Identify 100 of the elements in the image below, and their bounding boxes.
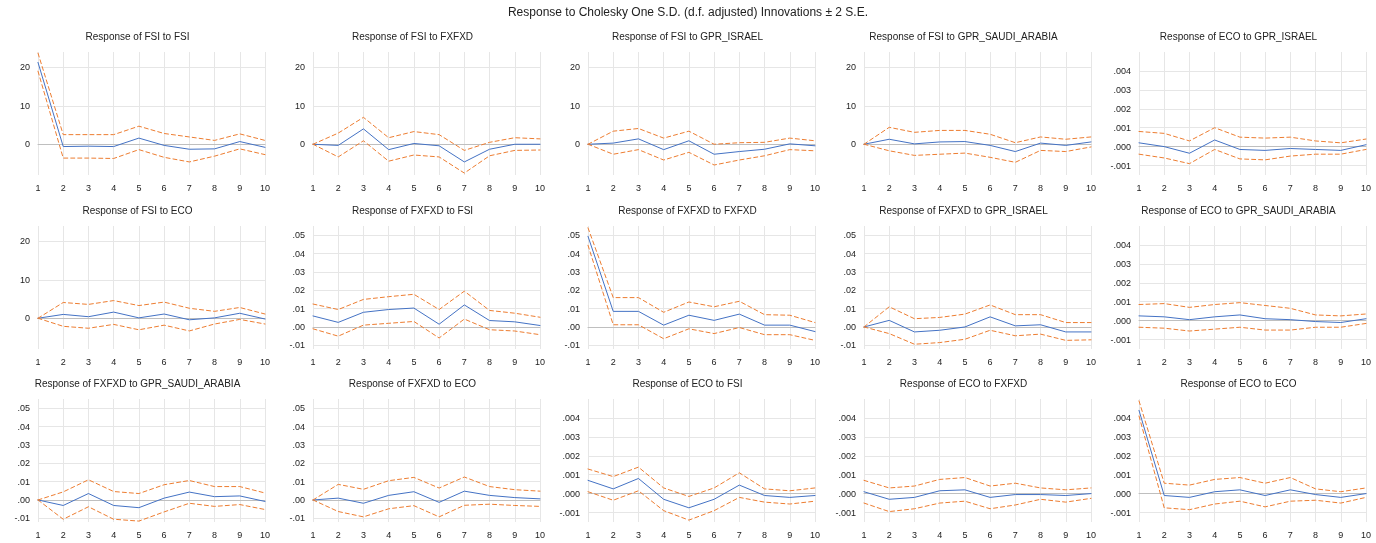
y-tick-label: .02 (567, 284, 581, 295)
y-tick-label: .004 (1113, 412, 1131, 423)
x-tick-label: 3 (1186, 182, 1192, 193)
y-tick-label: .03 (843, 266, 856, 277)
x-tick-label: 8 (212, 356, 218, 366)
x-tick-label: 2 (335, 356, 341, 366)
y-tick-label: .002 (1113, 277, 1131, 288)
x-tick-label: 5 (411, 182, 417, 193)
x-tick-label: 7 (186, 529, 192, 540)
y-tick-label: -.001 (1110, 160, 1131, 171)
y-tick-label: .002 (838, 450, 856, 461)
x-tick-label: 3 (361, 529, 367, 540)
y-tick-label: 0 (24, 139, 30, 150)
y-tick-label: -.01 (289, 513, 306, 524)
x-tick-label: 9 (1062, 182, 1068, 193)
line-series (1138, 322, 1367, 332)
chart-title: Response of FXFXD to ECO (349, 377, 477, 389)
y-tick-label: .00 (843, 321, 856, 332)
line-series (37, 491, 266, 509)
line-series (312, 290, 541, 318)
x-tick-label: 4 (111, 356, 117, 366)
x-tick-label: 6 (161, 182, 167, 193)
line-series (37, 61, 266, 150)
x-tick-label: 3 (636, 182, 642, 193)
x-tick-label: 2 (886, 529, 892, 540)
x-tick-label: 3 (636, 356, 642, 366)
line-series (1138, 301, 1367, 316)
y-tick-label: -.01 (564, 339, 581, 350)
x-tick-label: 7 (462, 529, 468, 540)
y-tick-label: .04 (292, 421, 306, 432)
line-series (587, 477, 816, 509)
y-tick-label: .004 (1113, 65, 1131, 76)
x-tick-label: 3 (1186, 529, 1192, 540)
y-tick-label: .003 (1113, 258, 1131, 269)
x-tick-label: 9 (512, 529, 518, 540)
line-series (312, 128, 541, 163)
y-tick-label: -.01 (14, 513, 30, 524)
x-tick-label: 6 (1262, 356, 1268, 366)
x-tick-label: 2 (1161, 356, 1167, 366)
x-tick-label: 3 (911, 356, 917, 366)
x-tick-label: 7 (737, 182, 743, 193)
x-tick-label: 9 (512, 356, 518, 366)
chart-title: Response of FXFXD to FSI (352, 204, 474, 215)
x-tick-label: 8 (487, 529, 493, 540)
x-tick-label: 9 (1338, 356, 1344, 366)
x-tick-label: 5 (136, 182, 142, 193)
x-tick-label: 9 (787, 529, 793, 540)
chart-title: Response of ECO to FXFXD (899, 377, 1027, 389)
y-tick-label: .001 (1113, 469, 1131, 480)
x-tick-label: 6 (1262, 182, 1268, 193)
line-series (1138, 415, 1367, 511)
x-tick-label: 4 (111, 529, 117, 540)
y-tick-label: 20 (19, 235, 30, 246)
y-tick-label: .004 (1113, 239, 1131, 250)
x-tick-label: 8 (762, 356, 768, 366)
chart-title: Response of ECO to ECO (1180, 377, 1297, 389)
x-tick-label: 3 (911, 182, 917, 193)
x-tick-label: 4 (661, 182, 667, 193)
x-tick-label: 10 (810, 529, 821, 540)
x-tick-label: 6 (987, 529, 993, 540)
x-tick-label: 10 (1360, 182, 1371, 193)
y-tick-label: .03 (567, 266, 581, 277)
chart-title: Response of FXFXD to GPR_ISRAEL (878, 204, 1048, 215)
y-tick-label: -.01 (289, 339, 306, 350)
y-tick-label: 10 (19, 100, 30, 111)
x-tick-label: 9 (237, 182, 243, 193)
chart-title: Response of FSI to ECO (82, 204, 193, 215)
x-tick-label: 10 (1360, 356, 1371, 366)
x-tick-label: 10 (259, 529, 271, 540)
x-tick-label: 4 (936, 529, 942, 540)
x-tick-label: 1 (1136, 529, 1142, 540)
line-series (863, 477, 1092, 491)
x-tick-label: 2 (611, 529, 617, 540)
line-series (587, 226, 816, 323)
y-tick-label: .01 (843, 303, 856, 314)
y-tick-label: .04 (17, 421, 30, 432)
x-tick-label: 6 (711, 182, 718, 193)
x-tick-label: 3 (361, 182, 367, 193)
line-series (312, 318, 541, 338)
line-series (863, 497, 1092, 513)
x-tick-label: 8 (762, 529, 768, 540)
line-series (863, 138, 1092, 153)
y-tick-label: 0 (24, 312, 30, 323)
x-tick-label: 1 (861, 182, 867, 193)
x-tick-label: 7 (1287, 356, 1293, 366)
y-tick-label: .00 (17, 494, 30, 505)
x-tick-label: 10 (810, 356, 821, 366)
chart-title: Response of FXFXD to FXFXD (618, 204, 758, 215)
x-tick-label: 10 (259, 182, 271, 193)
y-tick-label: 0 (300, 139, 306, 150)
x-tick-label: 1 (35, 529, 41, 540)
x-tick-label: 4 (386, 182, 392, 193)
x-tick-label: 8 (1037, 182, 1043, 193)
x-tick-label: 10 (535, 356, 546, 366)
x-tick-label: 3 (85, 529, 91, 540)
x-tick-label: 8 (1312, 182, 1318, 193)
x-tick-label: 5 (136, 356, 142, 366)
line-series (587, 244, 816, 341)
x-tick-label: 9 (512, 182, 518, 193)
chart-title: Response of FSI to FSI (85, 30, 190, 42)
